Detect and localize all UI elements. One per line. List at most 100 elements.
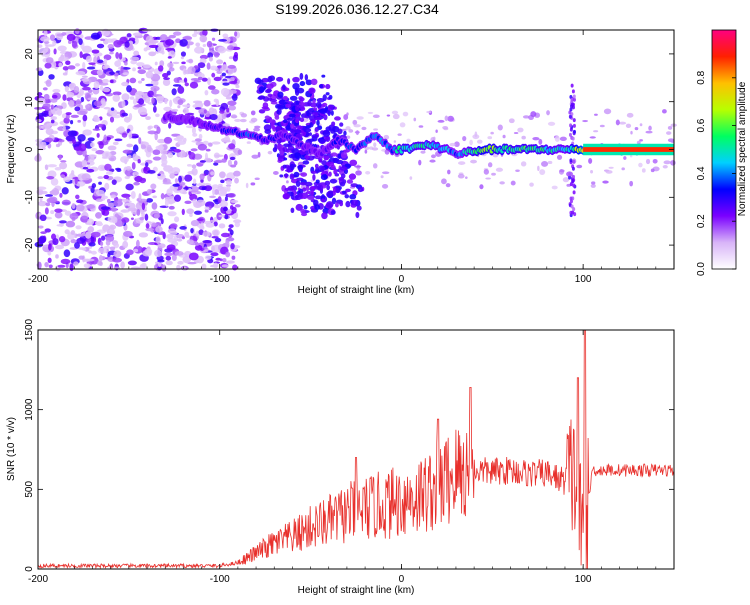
- spectrogram-noise-blob: [97, 247, 108, 254]
- spectrogram-streak-blob: [345, 200, 351, 208]
- spectrogram-noise-blob: [171, 254, 177, 261]
- spectrogram-noise-blob: [213, 221, 218, 227]
- spectrogram-streak-blob: [342, 190, 347, 195]
- spectrogram-streak-blob: [263, 124, 272, 131]
- spectrogram-noise-blob: [124, 168, 134, 177]
- spectrogram-noise-blob: [286, 180, 289, 184]
- spectrogram-noise-blob: [167, 62, 174, 68]
- spectrogram-noise-blob: [112, 94, 121, 102]
- spectrogram-noise-blob: [100, 235, 106, 241]
- spectrogram-noise-blob: [45, 128, 54, 136]
- spectrogram-noise-blob: [100, 38, 106, 42]
- spectrogram-noise-blob: [602, 180, 609, 184]
- spectrogram-noise-blob: [35, 67, 43, 72]
- spectrogram-streak-blob: [304, 181, 313, 187]
- spectrogram-noise-blob: [199, 54, 209, 60]
- spectrogram-noise-blob: [93, 100, 103, 107]
- spectrogram-noise-blob: [98, 141, 104, 149]
- spectrogram-noise-blob: [228, 80, 238, 85]
- spectrogram-noise-blob: [207, 142, 213, 147]
- spectrogram-noise-blob: [251, 154, 259, 159]
- spectrogram-noise-blob: [109, 116, 115, 123]
- spectrogram-streak-blob: [295, 203, 304, 211]
- spectrogram-noise-blob: [152, 105, 157, 113]
- spectrogram-spike-blob: [571, 179, 575, 184]
- spectrogram-spike-blob: [569, 158, 573, 163]
- spectrogram-noise-blob: [120, 261, 125, 269]
- spectrogram-noise-blob: [253, 127, 260, 132]
- spectrogram-noise-blob: [245, 182, 249, 189]
- spectrogram-noise-blob: [50, 210, 55, 215]
- spectrogram-x-tick-label: -200: [28, 274, 48, 285]
- spectrogram-noise-blob: [168, 67, 175, 72]
- spectrogram-noise-blob: [81, 75, 88, 78]
- spectrogram-noise-blob: [142, 94, 147, 101]
- spectrogram-streak-blob: [314, 195, 322, 200]
- spectrogram-noise-blob: [157, 45, 165, 54]
- spectrogram-noise-blob: [121, 81, 129, 87]
- spectrogram-noise-blob: [160, 193, 165, 200]
- spectrogram-streak-blob: [302, 160, 310, 165]
- spectrogram-noise-blob: [126, 249, 134, 256]
- spectrogram-noise-blob: [520, 161, 527, 167]
- spectrogram-spike-blob: [571, 166, 575, 171]
- spectrogram-noise-blob: [194, 46, 204, 54]
- spectrogram-noise-blob: [189, 213, 193, 217]
- spectrogram-noise-blob: [588, 158, 593, 164]
- spectrogram-noise-blob: [233, 170, 241, 177]
- spectrogram-noise-blob: [220, 179, 225, 184]
- spectrogram-noise-blob: [474, 131, 478, 138]
- spectrogram-noise-blob: [43, 40, 50, 44]
- spectrogram-noise-blob: [37, 112, 47, 117]
- spectrogram-streak-blob: [326, 191, 334, 198]
- spectrogram-noise-blob: [213, 51, 220, 58]
- spectrogram-noise-blob: [126, 85, 132, 93]
- spectrogram-streak-blob: [320, 174, 328, 181]
- spectrogram-streak-blob: [312, 174, 316, 181]
- spectrogram-noise-blob: [213, 98, 219, 103]
- spectrogram-streak-blob: [270, 101, 278, 105]
- spectrogram-noise-blob: [37, 97, 46, 105]
- spectrogram-noise-blob: [44, 137, 54, 143]
- spectrogram-noise-blob: [64, 85, 69, 93]
- spectrogram-noise-blob: [162, 78, 171, 87]
- spectrogram-noise-blob: [227, 64, 236, 69]
- spectrogram-noise-blob: [151, 222, 158, 228]
- spectrogram-noise-blob: [121, 100, 126, 108]
- spectrogram-streak-blob: [343, 130, 347, 136]
- spectrogram-noise-blob: [418, 159, 422, 166]
- spectrogram-noise-blob: [76, 99, 81, 107]
- spectrogram-streak-blob: [339, 166, 348, 171]
- spectrogram-noise-blob: [145, 83, 154, 87]
- spectrogram-noise-blob: [86, 218, 95, 226]
- spectrogram-noise-blob: [67, 130, 78, 137]
- spectrogram-noise-blob: [59, 162, 68, 170]
- spectrogram-noise-blob: [62, 94, 67, 101]
- spectrogram-noise-blob: [129, 77, 137, 84]
- spectrogram-noise-blob: [164, 199, 169, 207]
- spectrogram-noise-blob: [382, 171, 390, 175]
- spectrogram-noise-blob: [58, 139, 65, 143]
- spectrogram-noise-blob: [61, 199, 71, 206]
- spectrogram-noise-blob: [88, 178, 93, 183]
- spectrogram-noise-blob: [166, 188, 173, 196]
- spectrogram-noise-blob: [93, 56, 98, 65]
- spectrogram-noise-blob: [623, 156, 627, 160]
- spectrogram-streak-blob: [316, 97, 325, 103]
- spectrogram-noise-blob: [153, 81, 159, 86]
- spectrogram-noise-blob: [590, 183, 596, 188]
- spectrogram-noise-blob: [168, 170, 173, 174]
- spectrogram-noise-blob: [121, 93, 130, 101]
- spectrogram-streak-blob: [321, 198, 325, 203]
- spectrogram-streak-blob: [315, 101, 322, 108]
- spectrogram-y-ticks: 20 10 0 -10 -20: [24, 48, 674, 252]
- spectrogram-noise-blob: [199, 173, 205, 181]
- spectrogram-noise-blob: [109, 224, 117, 230]
- spectrogram-streak-blob: [295, 104, 300, 112]
- spectrogram-noise-blob: [615, 119, 620, 126]
- spectrogram-noise-blob: [145, 150, 152, 158]
- spectrogram-noise-blob: [217, 46, 227, 54]
- spectrogram-noise-blob: [197, 62, 206, 69]
- spectrogram-noise-blob: [169, 231, 178, 236]
